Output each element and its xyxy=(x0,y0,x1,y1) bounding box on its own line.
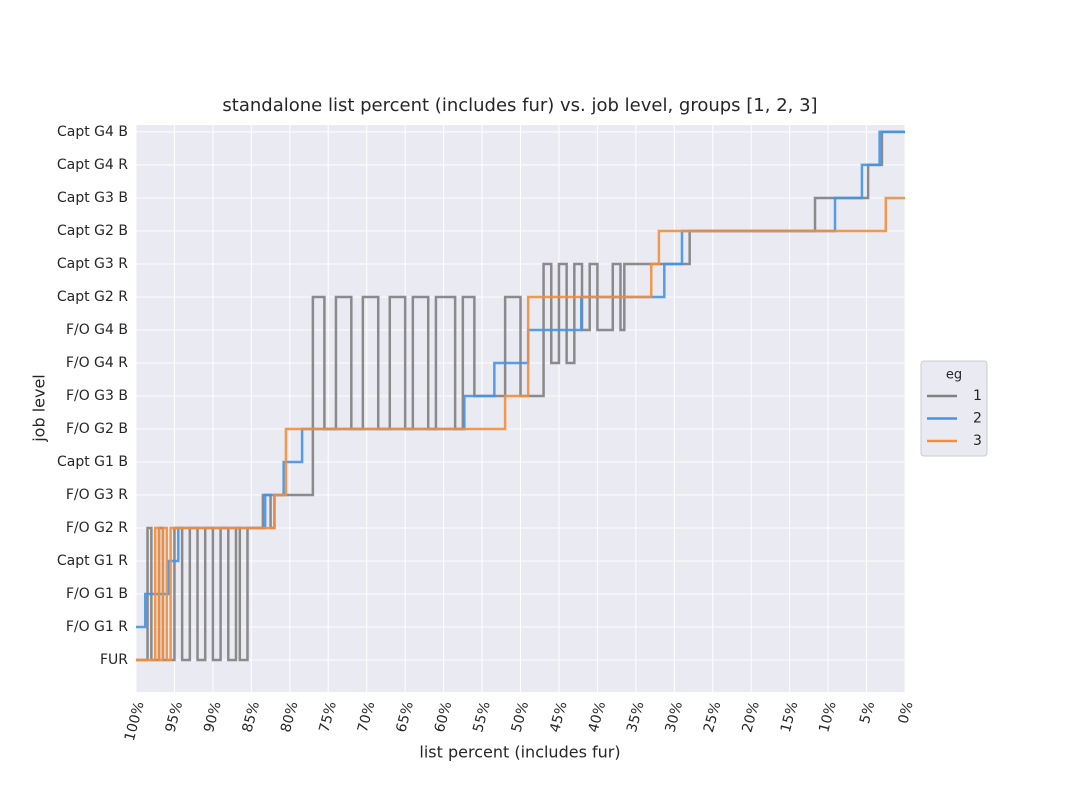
x-tick-label: 70% xyxy=(355,700,379,734)
legend-label: 3 xyxy=(973,433,982,449)
series-line xyxy=(136,130,905,629)
y-tick-label: Capt G3 R xyxy=(57,256,128,272)
x-tick-label: 40% xyxy=(586,700,610,734)
y-tick-label: Capt G1 R xyxy=(57,553,128,569)
x-tick-label: 30% xyxy=(663,700,687,734)
x-tick-label: 15% xyxy=(778,700,802,734)
y-axis-label: job level xyxy=(30,374,49,443)
x-tick-label: 10% xyxy=(816,700,840,734)
x-tick-label: 85% xyxy=(240,700,264,734)
legend-title: eg xyxy=(946,368,962,383)
y-tick-label: F/O G4 B xyxy=(66,322,128,338)
y-tick-label: F/O G1 R xyxy=(66,619,128,635)
y-tick-label: Capt G4 B xyxy=(57,124,128,140)
y-tick-label: F/O G4 R xyxy=(66,355,128,371)
y-tick-label: Capt G4 R xyxy=(57,157,128,173)
y-tick-label: F/O G3 R xyxy=(66,487,128,503)
x-tick-label: 5% xyxy=(857,700,878,726)
legend-label: 2 xyxy=(973,411,982,427)
x-tick-label: 50% xyxy=(509,700,533,734)
x-tick-label: 0% xyxy=(896,700,917,726)
y-tick-label: F/O G3 B xyxy=(66,388,128,404)
legend-label: 1 xyxy=(973,388,982,404)
x-axis-label: list percent (includes fur) xyxy=(419,743,620,762)
x-tick-label: 75% xyxy=(316,700,340,734)
x-tick-label: 20% xyxy=(739,700,763,734)
series-line xyxy=(136,196,905,662)
y-tick-label: FUR xyxy=(100,652,128,668)
x-tick-label: 80% xyxy=(278,700,302,734)
x-tick-label: 65% xyxy=(393,700,417,734)
y-tick-label: Capt G2 B xyxy=(57,223,128,239)
y-tick-label: F/O G2 R xyxy=(66,520,128,536)
x-tick-label: 100% xyxy=(122,700,148,743)
y-tick-label: F/O G2 B xyxy=(66,421,128,437)
x-tick-label: 60% xyxy=(432,700,456,734)
x-tick-label: 25% xyxy=(701,700,725,734)
series-line xyxy=(136,130,905,662)
chart-title: standalone list percent (includes fur) v… xyxy=(222,95,817,116)
x-tick-label: 45% xyxy=(547,700,571,734)
legend-box xyxy=(920,360,988,457)
y-tick-label: Capt G2 R xyxy=(57,289,128,305)
y-tick-label: Capt G3 B xyxy=(57,190,128,206)
x-tick-label: 95% xyxy=(163,700,187,734)
y-tick-label: F/O G1 B xyxy=(66,586,128,602)
x-tick-label: 35% xyxy=(624,700,648,734)
x-tick-label: 55% xyxy=(470,700,494,734)
x-tick-label: 90% xyxy=(201,700,225,734)
y-tick-label: Capt G1 B xyxy=(57,454,128,470)
